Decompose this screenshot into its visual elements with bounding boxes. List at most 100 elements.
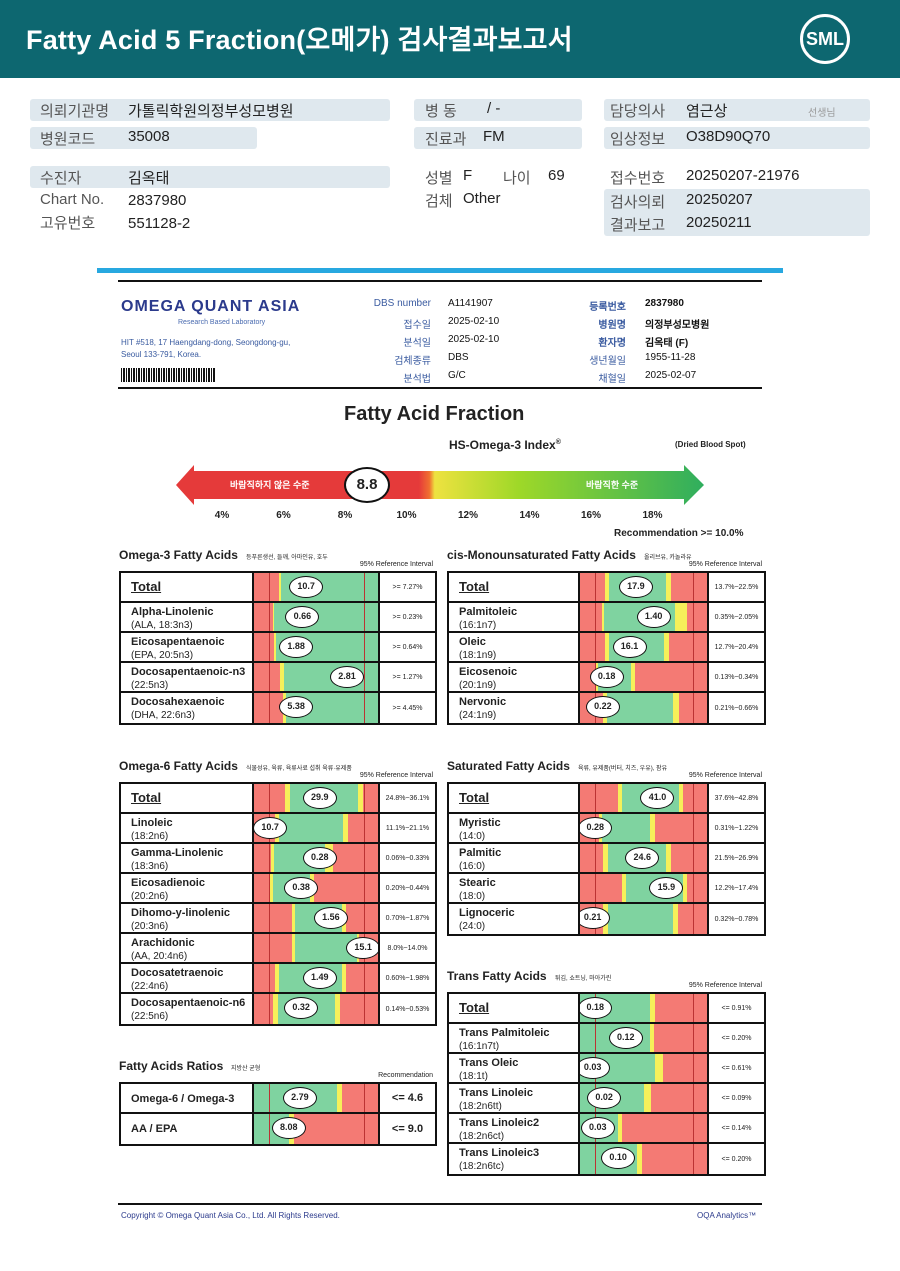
value-marker: 1.56	[313, 907, 348, 929]
divider	[118, 280, 762, 282]
value-marker: 17.9	[618, 576, 653, 598]
index-title: HS-Omega-3 Index®	[449, 438, 561, 452]
analyte-label: Trans Linoleic2	[459, 1117, 540, 1129]
gridline	[268, 693, 270, 723]
lab-field-value: A1141907	[448, 298, 493, 309]
analyte-name: Docosapentaenoic-n3 (22:5n3)	[121, 663, 254, 691]
analyte-code: (DHA, 22:6n3)	[131, 710, 195, 721]
value-marker: 0.32	[284, 997, 319, 1019]
divider	[118, 1203, 762, 1205]
range-bar: 0.38	[254, 874, 380, 902]
table-row: Myristic (14:0) 0.28 0.31%~1.22%	[449, 814, 764, 844]
index-recommendation: Recommendation >= 10.0%	[614, 528, 744, 539]
gridline	[268, 844, 270, 872]
table-row: Arachidonic (AA, 20:4n6) 15.1 8.0%~14.0%	[121, 934, 435, 964]
yellow-zone	[649, 1024, 654, 1052]
red-zone	[254, 573, 279, 601]
analyte-code: (18:2n6ct)	[459, 1131, 505, 1142]
analyte-label: Trans Palmitoleic	[459, 1027, 550, 1039]
analyte-code: (EPA, 20:5n3)	[131, 650, 194, 661]
section-title: cis-Monounsaturated Fatty Acids	[447, 548, 636, 562]
red-zone	[254, 844, 272, 872]
lab-field-value: 2837980	[645, 298, 684, 309]
analyte-name: Eicosadienoic (20:2n6)	[121, 874, 254, 902]
range-bar: 8.08	[254, 1114, 380, 1144]
index-tick-label: 14%	[519, 510, 540, 521]
index-tick-label: 12%	[457, 510, 478, 521]
value-marker: 0.22	[585, 696, 620, 718]
table-row: Eicosapentaenoic (EPA, 20:5n3) 1.88 >= 0.64…	[121, 633, 435, 663]
table-row: Trans Oleic (18:1t) 0.03 <= 0.61%	[449, 1054, 764, 1084]
lab-field-value: 2025-02-10	[448, 334, 500, 345]
analyte-name: Trans Palmitoleic (16:1n7t)	[449, 1024, 580, 1052]
result-table: Total 10.7 >= 7.27% Alpha-Linolenic (ALA, 18…	[119, 571, 437, 725]
reference-interval-header: Recommendation	[378, 1072, 433, 1079]
yellow-zone	[292, 904, 295, 932]
lab-field-label: 분석일	[403, 338, 431, 349]
analyte-label: Gamma-Linolenic	[131, 847, 224, 859]
red-zone	[293, 1114, 378, 1144]
analyte-label: Total	[459, 790, 490, 805]
yellow-zone	[663, 633, 669, 661]
red-zone	[621, 1114, 707, 1142]
table-row: Docosahexaenoic (DHA, 22:6n3) 5.38 >= 4.45%	[121, 693, 435, 723]
red-zone	[671, 844, 707, 872]
range-bar: 10.7	[254, 814, 380, 842]
red-zone	[363, 784, 378, 812]
range-bar: 1.88	[254, 633, 380, 661]
gridline	[693, 904, 695, 934]
analyte-name: Dihomo-y-linolenic (20:3n6)	[121, 904, 254, 932]
green-zone	[278, 814, 344, 842]
index-tick-label: 4%	[214, 510, 230, 521]
red-zone	[254, 874, 269, 902]
yellow-zone	[337, 1084, 343, 1112]
index-tick-label: 16%	[580, 510, 601, 521]
section-title: Trans Fatty Acids	[447, 969, 547, 983]
range-bar: 0.18	[580, 994, 709, 1022]
red-zone	[339, 994, 378, 1024]
index-marker: 8.8	[344, 467, 390, 503]
index-tick-label: 10%	[396, 510, 417, 521]
gridline	[693, 1084, 695, 1112]
lab-field-value: DBS	[448, 352, 469, 363]
red-zone	[580, 633, 606, 661]
reference-value: 0.13%~0.34%	[714, 673, 759, 681]
table-row: Nervonic (24:1n9) 0.22 0.21%~0.66%	[449, 693, 764, 723]
yellow-zone	[285, 784, 290, 812]
analyte-name: Total	[449, 784, 580, 812]
yellow-zone	[272, 603, 274, 631]
analyte-name: Trans Linoleic3 (18:2n6tc)	[449, 1144, 580, 1174]
reference-value: <= 9.0	[391, 1123, 424, 1135]
gridline	[595, 633, 597, 661]
value-marker: 2.81	[330, 666, 364, 688]
red-zone	[580, 573, 606, 601]
value-marker: 16.1	[612, 636, 647, 658]
value-marker: 15.9	[649, 877, 684, 899]
range-bar: 0.12	[580, 1024, 709, 1052]
table-row: Total 10.7 >= 7.27%	[121, 573, 435, 603]
table-row: Trans Palmitoleic (16:1n7t) 0.12 <= 0.20%	[449, 1024, 764, 1054]
result-table: Total 17.9 13.7%~22.5% Palmitoleic (16:1n7) 1…	[447, 571, 766, 725]
sample-type: (Dried Blood Spot)	[675, 440, 746, 449]
analyte-name: Alpha-Linolenic (ALA, 18:3n3)	[121, 603, 254, 631]
gridline	[364, 904, 366, 932]
value-marker: 1.40	[636, 606, 671, 628]
yellow-zone	[618, 784, 622, 812]
red-zone	[651, 1084, 707, 1112]
value-marker: 24.6	[625, 847, 660, 869]
yellow-zone	[268, 874, 273, 902]
gridline	[693, 633, 695, 661]
analyte-label: Linoleic	[131, 817, 173, 829]
gridline	[268, 633, 270, 661]
ward-value: / -	[487, 100, 501, 117]
analyte-label: Nervonic	[459, 696, 507, 708]
lab-address-1: HIT #518, 17 Haengdang-dong, Seongdong-g…	[121, 338, 291, 347]
section-food-note: 육류, 유제품(버터, 치즈, 우유), 팜유	[578, 766, 668, 772]
analyte-code: (20:1n9)	[459, 680, 497, 691]
gridline	[693, 1144, 695, 1174]
analyte-code: (18:1n9)	[459, 650, 497, 661]
report-header: Fatty Acid 5 Fraction(오메가) 검사결과보고서 SML	[0, 0, 900, 78]
red-zone	[580, 784, 619, 812]
analyte-code: (18:2n6)	[131, 831, 169, 842]
hospital-code-label: 병원코드	[40, 131, 96, 148]
